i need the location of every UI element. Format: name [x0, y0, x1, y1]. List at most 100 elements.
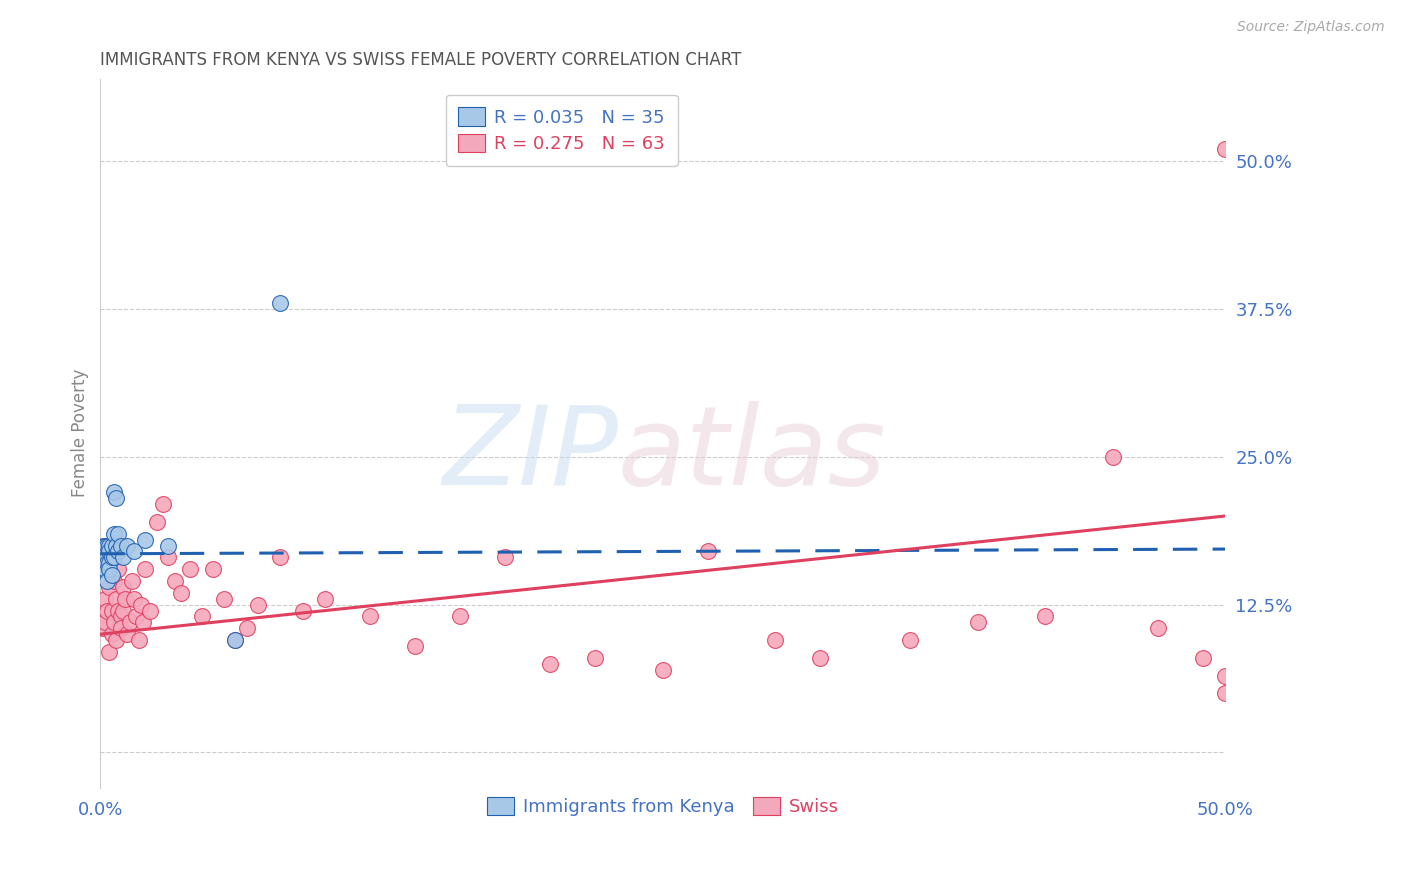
Point [107, 603, 129, 617]
Point [122, 591, 145, 606]
Point [117, 627, 139, 641]
Point [94, 544, 117, 558]
Point [651, 663, 673, 677]
Point [94, 591, 117, 606]
Point [190, 609, 212, 624]
Point [314, 591, 336, 606]
Text: atlas: atlas [617, 401, 887, 508]
Point [152, 497, 174, 511]
Point [359, 609, 381, 624]
Point [118, 615, 141, 630]
Point [103, 485, 125, 500]
Point [269, 550, 291, 565]
Point [179, 562, 201, 576]
Text: Source: ZipAtlas.com: Source: ZipAtlas.com [1237, 20, 1385, 34]
Point [98, 562, 121, 576]
Point [103, 615, 125, 630]
Point [107, 562, 129, 576]
Point [100, 539, 122, 553]
Point [114, 591, 136, 606]
Point [1035, 609, 1057, 624]
Point [156, 539, 179, 553]
Point [105, 633, 128, 648]
Point [765, 633, 787, 648]
Point [404, 639, 426, 653]
Point [246, 598, 269, 612]
Text: ZIP: ZIP [441, 401, 617, 508]
Point [94, 550, 117, 565]
Point [98, 556, 121, 570]
Point [100, 627, 122, 641]
Point [538, 657, 561, 671]
Point [1215, 143, 1237, 157]
Point [100, 603, 122, 617]
Point [94, 556, 117, 570]
Point [117, 539, 139, 553]
Point [110, 621, 132, 635]
Point [900, 633, 922, 648]
Point [107, 544, 129, 558]
Point [129, 598, 152, 612]
Point [91, 539, 114, 553]
Y-axis label: Female Poverty: Female Poverty [72, 369, 89, 498]
Point [139, 603, 162, 617]
Point [103, 526, 125, 541]
Point [122, 544, 145, 558]
Point [103, 574, 125, 588]
Point [105, 539, 128, 553]
Point [1102, 450, 1125, 464]
Point [170, 586, 193, 600]
Point [132, 615, 155, 630]
Point [105, 591, 128, 606]
Point [156, 550, 179, 565]
Point [1215, 668, 1237, 682]
Point [111, 603, 134, 617]
Point [697, 544, 720, 558]
Point [96, 556, 118, 570]
Point [94, 562, 117, 576]
Point [98, 580, 121, 594]
Point [134, 562, 156, 576]
Point [98, 544, 121, 558]
Point [96, 574, 118, 588]
Point [163, 574, 186, 588]
Point [494, 550, 516, 565]
Point [111, 580, 134, 594]
Point [201, 562, 224, 576]
Point [583, 650, 606, 665]
Point [100, 568, 122, 582]
Point [212, 591, 235, 606]
Point [91, 621, 114, 635]
Point [98, 645, 121, 659]
Point [96, 539, 118, 553]
Point [91, 562, 114, 576]
Point [110, 539, 132, 553]
Point [105, 491, 128, 506]
Point [94, 615, 117, 630]
Point [107, 526, 129, 541]
Point [125, 609, 148, 624]
Point [145, 515, 167, 529]
Point [96, 603, 118, 617]
Point [134, 533, 156, 547]
Point [100, 550, 122, 565]
Point [291, 603, 314, 617]
Point [98, 539, 121, 553]
Point [128, 633, 150, 648]
Point [111, 550, 134, 565]
Point [1215, 686, 1237, 700]
Text: IMMIGRANTS FROM KENYA VS SWISS FEMALE POVERTY CORRELATION CHART: IMMIGRANTS FROM KENYA VS SWISS FEMALE PO… [100, 51, 742, 69]
Point [103, 550, 125, 565]
Point [967, 615, 990, 630]
Point [110, 609, 132, 624]
Point [224, 633, 246, 648]
Point [224, 633, 246, 648]
Point [96, 550, 118, 565]
Point [91, 550, 114, 565]
Point [94, 539, 117, 553]
Point [449, 609, 471, 624]
Point [121, 574, 143, 588]
Point [91, 544, 114, 558]
Point [269, 296, 291, 310]
Point [1147, 621, 1170, 635]
